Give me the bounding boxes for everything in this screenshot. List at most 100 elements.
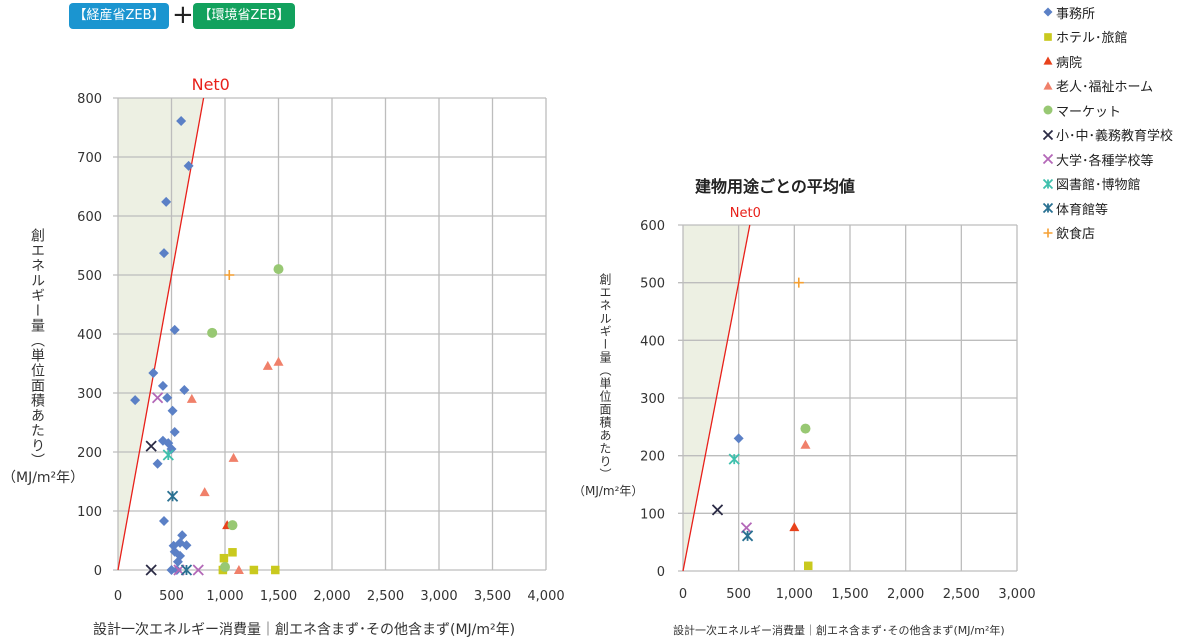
x-icon <box>1042 154 1054 165</box>
diamond-mark <box>152 458 163 469</box>
triangle-mark <box>273 356 284 366</box>
x-tick-label: 2,000 <box>887 587 924 602</box>
y-tick-label: 100 <box>77 505 102 520</box>
legend-marker <box>1042 129 1054 140</box>
data-point-elderly <box>199 487 210 497</box>
x-mark <box>711 504 724 516</box>
right-y-axis-label: 創エネルギー量（単位面積あたり） <box>598 273 612 481</box>
meti-zeb-badge: 【経産省ZEB】 <box>69 3 169 29</box>
legend-item-hospital: 病院 <box>1042 49 1173 74</box>
data-point-university <box>151 392 164 404</box>
diamond-mark <box>167 405 178 416</box>
legend-marker <box>1042 154 1054 165</box>
data-point-hotel <box>228 548 237 557</box>
x-tick-label: 500 <box>726 587 751 602</box>
legend-item-elderly: 老人･福祉ホーム <box>1042 74 1173 99</box>
triangle-mark <box>1043 56 1053 65</box>
x-tick-label: 2,500 <box>367 589 404 604</box>
data-point-office <box>159 248 170 259</box>
data-point-library <box>728 453 740 465</box>
data-point-office <box>176 116 187 127</box>
data-point-office <box>181 540 192 551</box>
legend-item-office: 事務所 <box>1042 0 1173 25</box>
diamond-mark <box>1043 7 1053 17</box>
x-tick-label: 3,500 <box>474 589 511 604</box>
y-tick-label: 600 <box>640 219 665 234</box>
diamond-mark <box>148 367 159 378</box>
legend-label: 病院 <box>1056 55 1083 71</box>
square-mark <box>228 548 237 557</box>
asterisk-mark <box>1042 178 1054 189</box>
data-point-office <box>169 324 180 335</box>
legend-label: 図書館･博物館 <box>1056 178 1141 194</box>
x-tick-label: 2,000 <box>313 589 350 604</box>
y-tick-label: 600 <box>77 210 102 225</box>
circle-icon <box>1043 105 1053 115</box>
asterisk-mark <box>162 449 174 461</box>
data-point-restaurant <box>224 270 235 280</box>
circle-mark <box>207 327 218 338</box>
data-point-office <box>162 392 173 403</box>
data-point-gym <box>166 490 179 502</box>
diamond-mark <box>161 196 172 207</box>
legend-item-market: マーケット <box>1042 98 1173 123</box>
diamond-mark <box>181 540 192 551</box>
data-point-hotel <box>219 553 229 563</box>
triangle-mark <box>789 522 800 532</box>
data-point-elderly <box>233 565 244 574</box>
legend-item-restaurant: 飲食店 <box>1042 221 1173 246</box>
diamond-mark <box>733 433 744 444</box>
y-tick-label: 500 <box>77 269 102 284</box>
diamond-mark <box>179 385 190 396</box>
data-point-office <box>183 160 194 171</box>
x-mark <box>145 440 157 452</box>
diamond-mark <box>162 392 173 403</box>
asterisk-mark <box>728 453 740 465</box>
square-icon <box>1044 32 1052 41</box>
diamond-icon <box>1043 7 1053 17</box>
legend-marker <box>1043 228 1053 238</box>
net0-line <box>682 224 751 572</box>
triangle-mark <box>1043 81 1053 90</box>
data-point-hotel <box>804 561 813 571</box>
asterisk-mark <box>741 530 754 542</box>
legend-label: 老人･福祉ホーム <box>1056 80 1154 96</box>
x-tick-label: 2,500 <box>943 587 980 602</box>
data-point-office <box>167 405 178 416</box>
data-point-hospital <box>789 522 800 532</box>
asterisk-mark <box>166 490 179 502</box>
data-point-gym <box>741 530 754 542</box>
data-point-market <box>800 423 811 434</box>
x-tick-label: 0 <box>114 589 122 604</box>
x-tick-label: 1,000 <box>206 589 243 604</box>
circle-mark <box>220 562 230 573</box>
asterisk-mark <box>1042 203 1054 214</box>
data-point-office <box>171 565 182 575</box>
square-mark <box>249 565 259 575</box>
right-y-axis-unit: （MJ/m²年） <box>573 484 644 498</box>
x-mark <box>192 564 204 576</box>
legend-marker <box>1043 56 1053 65</box>
triangle-mark <box>199 487 210 497</box>
x-tick-label: 1,500 <box>831 587 868 602</box>
data-point-elementary <box>145 440 157 452</box>
triangle-mark <box>233 565 244 574</box>
legend-label: 飲食店 <box>1056 227 1096 243</box>
triangle-mark <box>800 439 811 449</box>
data-point-office <box>179 385 190 396</box>
data-point-office <box>172 556 183 567</box>
circle-mark <box>800 423 811 434</box>
data-point-office <box>733 433 744 444</box>
right-chart: 0 500 1,000 1,500 2,000 2,500 3,000 0 100 200 300 4… <box>640 206 1035 602</box>
y-tick-label: 300 <box>77 387 102 402</box>
x-tick-label: 0 <box>679 587 687 602</box>
x-tick-label: 500 <box>159 589 184 604</box>
triangle-icon <box>1043 81 1053 90</box>
y-tick-label: 300 <box>640 392 665 407</box>
data-point-hotel <box>271 565 280 575</box>
legend-item-elementary: 小･中･義務教育学校 <box>1042 123 1173 148</box>
triangle-mark <box>186 393 197 403</box>
legend-marker <box>1043 105 1053 115</box>
x-mark <box>1042 154 1054 165</box>
